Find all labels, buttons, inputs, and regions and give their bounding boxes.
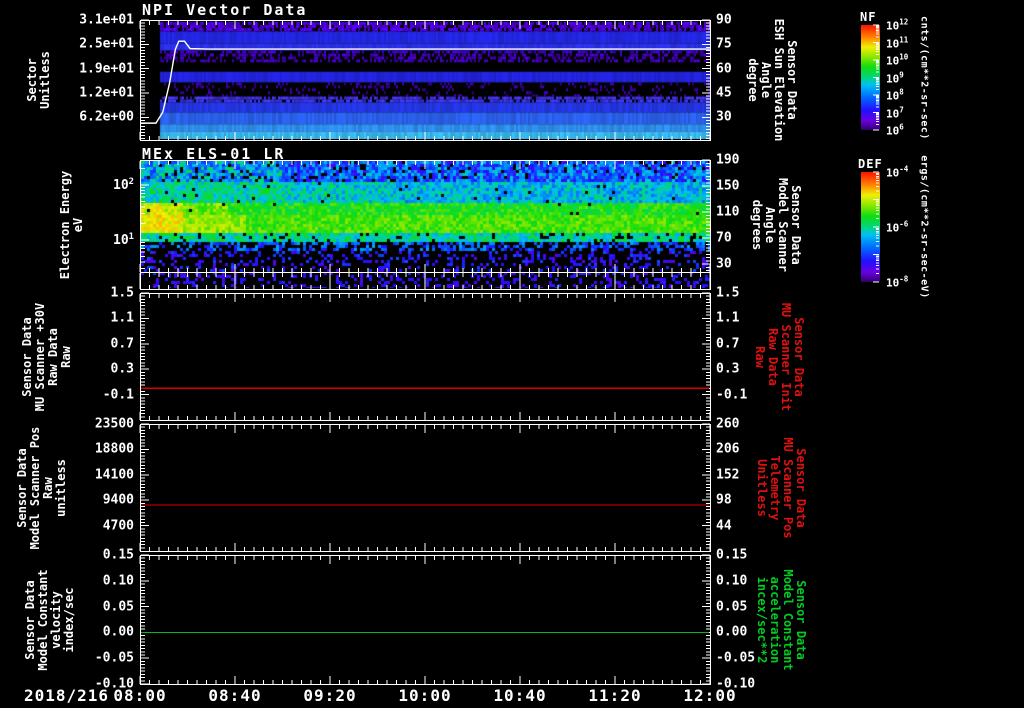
panel2-left-axis-title: Electron Energy eV [58,170,85,280]
y-tick-label-right: -0.1 [716,387,748,403]
y-tick-label-right: -0.10 [716,676,756,692]
x-axis-label: 10:00 [398,686,452,705]
y-tick-label-left: 14100 [94,467,134,483]
y-tick-label-right: 190 [716,152,740,168]
y-tick-label-left: 1.2e+01 [79,85,134,101]
y-tick-label-left: 0.7 [110,336,134,352]
y-tick-label-left: 4700 [102,518,134,534]
x-axis-label: 12:00 [683,686,737,705]
y-tick-label-right: 0.7 [716,336,740,352]
x-axis-label: 10:40 [493,686,547,705]
panel3-right-axis-title: Sensor Data MU Scanner Init Raw Data Raw [753,302,806,411]
y-tick-label-right: 75 [716,36,732,52]
y-tick-label-left: 0.3 [110,361,134,377]
date-label: 2018/216 [24,686,110,705]
y-tick-label-right: 1.5 [716,285,740,301]
y-tick-label-left: 101 [113,231,134,249]
colorbar-tick-label: 109 [886,70,904,85]
npi-spectrogram-canvas [141,21,711,139]
x-axis-label: 08:00 [113,686,167,705]
panel2-title: MEx ELS-01 LR [142,145,286,163]
colorbar-tick-label: 106 [886,122,904,138]
x-axis-label: 09:20 [303,686,357,705]
y-tick-label-left: 0.05 [102,599,134,615]
colorbar-tick-label: 10-6 [886,219,909,235]
y-tick-label-right: 0.3 [716,361,740,377]
y-tick-label-right: 44 [716,518,732,534]
y-tick-label-left: 6.2e+00 [79,109,134,125]
y-tick-label-left: -0.10 [94,676,134,692]
y-tick-label-right: 1.1 [716,310,740,326]
y-tick-label-right: 30 [716,109,732,125]
y-tick-label-right: 60 [716,61,732,77]
y-tick-label-left: 1.9e+01 [79,61,134,77]
panel4-left-axis-title: Sensor Data Model Scanner Pos Raw unitle… [15,426,68,549]
y-tick-label-left: 2.5e+01 [79,36,134,52]
y-tick-label-left: 3.1e+01 [79,12,134,28]
y-tick-label-right: 110 [716,204,740,220]
y-tick-label-right: 0.00 [716,624,748,640]
y-tick-label-left: -0.05 [94,650,134,666]
colorbar-tick-label: 1012 [886,17,909,33]
panel5-left-axis-title: Sensor Data Model Constant velocity inde… [23,568,76,671]
colorbar-tick-label: 107 [886,105,904,120]
panel1-left-axis-title: Sector Unitless [25,51,52,109]
colorbar-tick-label: 1011 [886,35,909,50]
y-tick-label-left: 18800 [94,441,134,457]
colorbar-tick-label: 1010 [886,52,909,68]
els-spectrogram-canvas [141,161,711,288]
y-tick-label-right: 0.05 [716,599,748,615]
y-tick-label-left: 1.5 [110,285,134,301]
x-axis-label: 08:40 [208,686,262,705]
panel4-right-axis-title: Sensor Data MU Scanner Pos Telemetry Uni… [755,436,808,539]
y-tick-label-right: 0.15 [716,547,748,563]
y-tick-label-right: 90 [716,12,732,28]
y-tick-label-left: 102 [113,176,134,194]
panel5-right-axis-title: Sensor Data Model Constant acceleration … [755,568,808,671]
y-tick-label-right: 70 [716,230,732,246]
y-tick-label-right: 0.10 [716,573,748,589]
colorbar-tick-label: 10-8 [886,274,909,290]
y-tick-label-right: -0.05 [716,650,756,666]
panel1-title: NPI Vector Data [142,1,308,19]
y-tick-label-left: -0.1 [102,387,134,403]
y-tick-label-right: 152 [716,467,740,483]
colorbar-tick-label: 10-4 [886,164,909,180]
y-tick-label-left: 0.15 [102,547,134,563]
y-tick-label-left: 0.00 [102,624,134,640]
colorbar-nf-units: cnts/(cm**2-sr-sec) [918,15,930,140]
y-tick-label-left: 9400 [102,492,134,508]
y-tick-label-right: 45 [716,85,732,101]
y-tick-label-left: 23500 [94,416,134,432]
y-tick-label-left: 0.10 [102,573,134,589]
x-axis-label: 11:20 [588,686,642,705]
colorbar-tick-label: 108 [886,87,904,103]
colorbar-nf-label: NF [860,10,877,24]
colorbar-nf [861,25,880,130]
y-tick-label-right: 98 [716,492,732,508]
y-tick-label-right: 150 [716,178,740,194]
y-tick-label-right: 260 [716,416,740,432]
y-tick-label-right: 30 [716,256,732,272]
y-tick-label-left: 1.1 [110,310,134,326]
colorbar-def [861,172,880,282]
y-tick-label-right: 206 [716,441,740,457]
panel1-right-axis-title: Sensor Data ESH Sun Elevation Angle degr… [746,18,799,142]
panel3-left-axis-title: Sensor Data MU Scanner +30V Raw Data Raw [20,302,73,411]
colorbar-def-units: ergs/(cm**2-sr-sec-eV) [918,155,930,299]
panel2-right-axis-title: Sensor Data Model Scanner Angle degrees [750,178,803,272]
colorbar-def-label: DEF [858,157,883,171]
